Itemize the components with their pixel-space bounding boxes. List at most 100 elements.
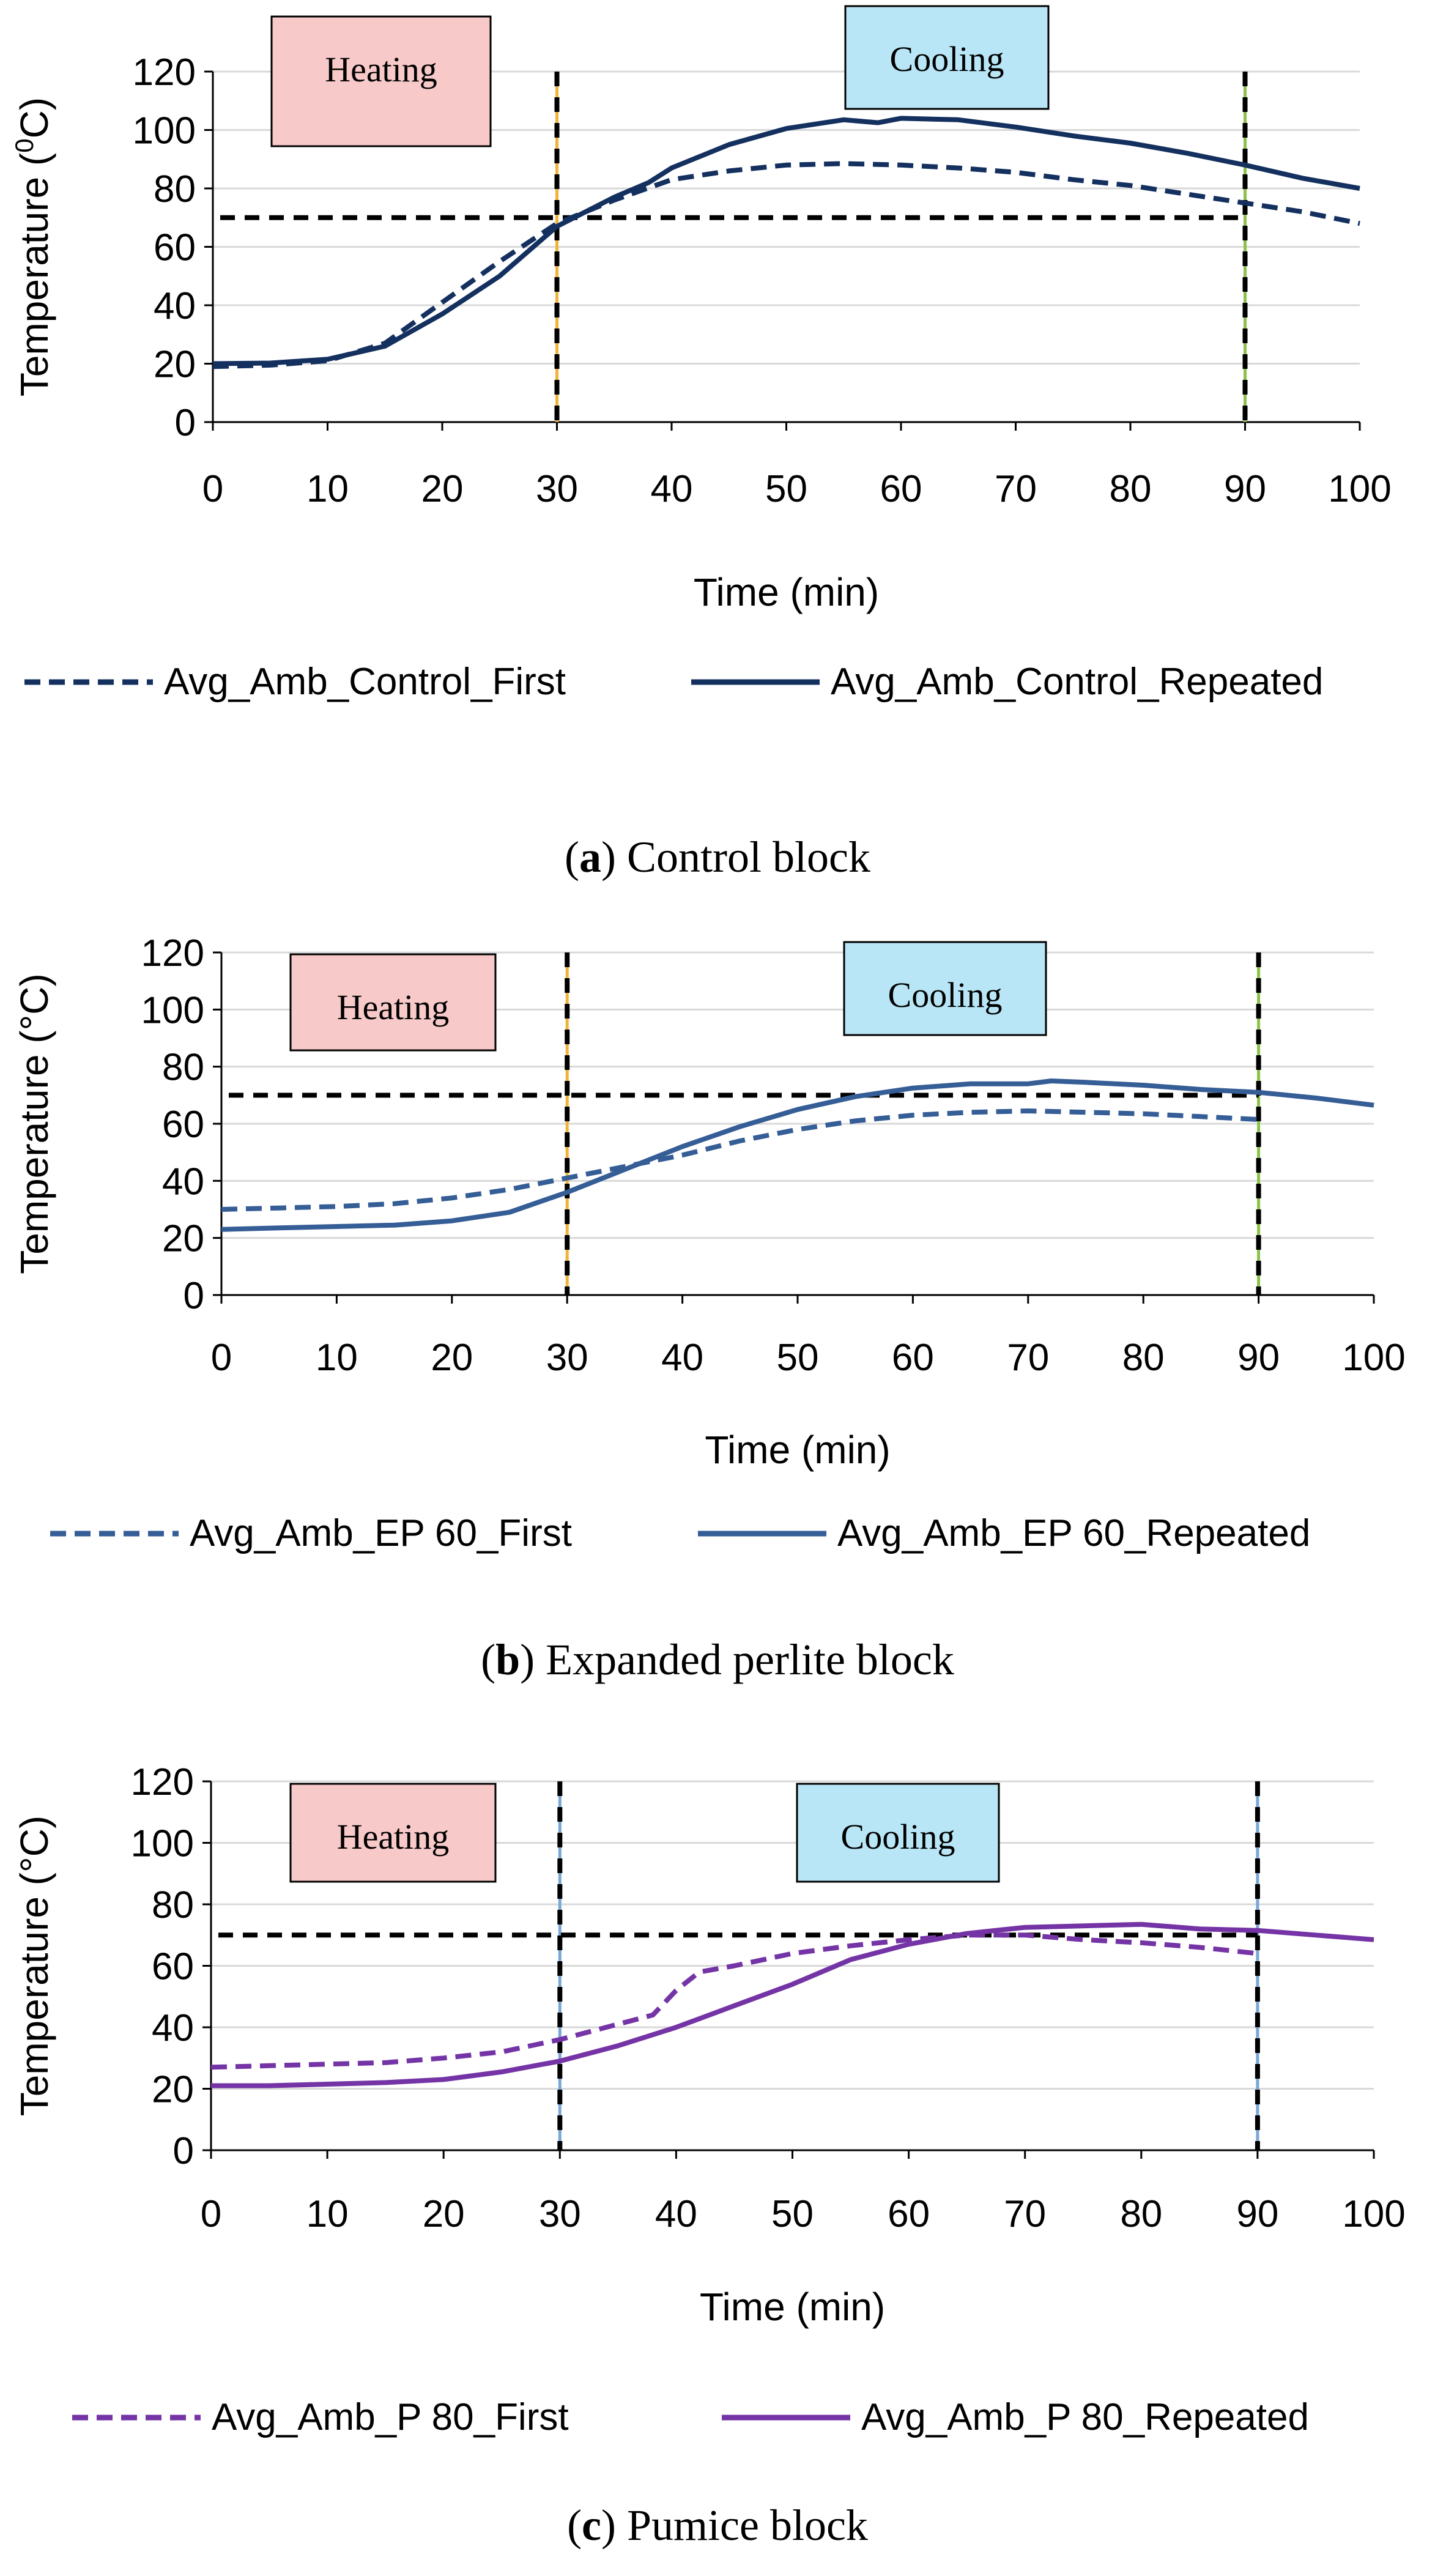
x-tick-label: 70	[1004, 2193, 1046, 2235]
chart-a: 0 20 40 60 80 100 120 0 10 20 30 40 50 60 70 80 90 100 Tim…	[10, 5, 1392, 882]
x-axis-label: Time (min)	[700, 2285, 885, 2329]
x-tick-label: 0	[202, 468, 223, 510]
x-tick-label: 70	[995, 468, 1037, 510]
x-tick-label: 40	[651, 468, 693, 510]
y-tick-label: 40	[154, 285, 196, 327]
legend-label: Avg_Amb_Control_Repeated	[831, 661, 1323, 703]
y-tick-label: 60	[154, 227, 196, 269]
caption-text: ) Control block	[601, 833, 870, 882]
y-tick-label: 20	[154, 344, 196, 386]
chart-b: 0 20 40 60 80 100 120 0 10 20 30 40 50 60 70 80 90 100 Tim…	[12, 932, 1406, 1684]
x-tick-label: 0	[211, 1337, 232, 1379]
y-tick-label: 100	[141, 989, 204, 1031]
y-tick-label: 80	[162, 1047, 204, 1089]
x-tick-label: 80	[1122, 1337, 1165, 1379]
x-axis-label: Time (min)	[694, 570, 879, 614]
y-axis-label: Temperature (°C)	[12, 973, 56, 1274]
x-tick-label: 60	[892, 1337, 934, 1379]
x-tick-label: 90	[1224, 468, 1266, 510]
x-tick-label: 20	[431, 1337, 473, 1379]
x-tick-label: 30	[539, 2193, 581, 2235]
x-tick-label: 90	[1237, 1337, 1280, 1379]
y-axis-label: Temperature (°C)	[12, 1816, 56, 2117]
x-tick-label: 20	[423, 2193, 465, 2235]
caption-letter: a	[579, 833, 601, 882]
legend-label: Avg_Amb_Control_First	[164, 661, 566, 703]
cooling-box	[843, 941, 1047, 1036]
x-tick-label: 10	[306, 2193, 349, 2235]
caption-letter: c	[582, 2501, 601, 2550]
chart-c: 0 20 40 60 80 100 120 0 10 20 30 40 50 60 70 80 90 100 Tim…	[12, 1761, 1406, 2550]
y-tick-label: 40	[162, 1160, 204, 1203]
y-axis-label-main: Temperature (°C)	[12, 973, 56, 1274]
cooling-label: Cooling	[888, 975, 1003, 1015]
caption-paren: (	[567, 2501, 582, 2550]
x-tick-label: 100	[1328, 468, 1391, 510]
y-tick-label: 40	[152, 2007, 194, 2049]
y-tick-label: 120	[133, 51, 196, 94]
caption-text: ) Pumice block	[601, 2501, 868, 2550]
caption-letter: b	[495, 1635, 520, 1684]
x-tick-label: 90	[1236, 2193, 1278, 2235]
y-axis-label: Temperature (0C)	[10, 97, 56, 396]
caption-paren: (	[565, 833, 579, 882]
x-tick-label: 60	[880, 468, 922, 510]
legend-label: Avg_Amb_P 80_Repeated	[861, 2396, 1309, 2438]
legend-label: Avg_Amb_EP 60_Repeated	[837, 1512, 1310, 1554]
heating-box	[289, 953, 497, 1052]
x-tick-label: 20	[421, 468, 464, 510]
x-tick-label: 100	[1342, 2193, 1405, 2235]
caption: (a) Control block	[565, 833, 870, 882]
series-line-repeated	[221, 1078, 1374, 1232]
y-axis-label-end: C)	[12, 97, 56, 139]
caption-text: ) Expanded perlite block	[520, 1635, 954, 1684]
y-tick-label: 0	[184, 1275, 204, 1317]
legend-label: Avg_Amb_P 80_First	[212, 2396, 569, 2438]
y-tick-label: 60	[162, 1104, 204, 1146]
y-tick-label: 20	[152, 2069, 194, 2111]
y-axis-label-sup: 0	[10, 138, 39, 152]
x-tick-label: 60	[888, 2193, 930, 2235]
y-axis-label-main: Temperature (	[12, 153, 56, 396]
caption-paren: (	[481, 1635, 495, 1684]
caption: (b) Expanded perlite block	[481, 1635, 954, 1684]
cooling-label: Cooling	[890, 39, 1004, 79]
legend-label: Avg_Amb_EP 60_First	[190, 1512, 572, 1554]
x-tick-label: 40	[661, 1337, 703, 1379]
x-tick-label: 30	[546, 1337, 588, 1379]
heating-label: Heating	[337, 1817, 450, 1857]
y-tick-label: 0	[175, 402, 196, 444]
x-tick-label: 0	[201, 2193, 221, 2235]
x-tick-label: 80	[1110, 468, 1152, 510]
x-tick-label: 30	[536, 468, 578, 510]
x-tick-label: 50	[777, 1337, 819, 1379]
x-tick-label: 100	[1342, 1337, 1405, 1379]
cooling-box	[796, 1783, 1000, 1883]
series-line-repeated	[211, 1921, 1374, 2088]
heating-box	[289, 1783, 497, 1883]
y-tick-label: 100	[133, 110, 196, 152]
y-tick-label: 120	[131, 1761, 194, 1803]
y-tick-label: 80	[154, 168, 196, 210]
x-axis-label: Time (min)	[705, 1428, 890, 1472]
y-tick-label: 120	[141, 932, 204, 974]
series-line-first	[212, 161, 1360, 369]
x-tick-label: 50	[771, 2193, 814, 2235]
series-line-first	[221, 1108, 1259, 1212]
x-tick-label: 10	[306, 468, 349, 510]
x-tick-label: 10	[316, 1337, 358, 1379]
y-tick-label: 80	[152, 1884, 194, 1926]
heating-label: Heating	[337, 987, 450, 1027]
caption: (c) Pumice block	[567, 2501, 868, 2550]
y-tick-label: 100	[131, 1823, 194, 1865]
cooling-label: Cooling	[841, 1817, 955, 1857]
x-tick-label: 80	[1120, 2193, 1162, 2235]
x-tick-label: 40	[655, 2193, 697, 2235]
cooling-box	[844, 5, 1050, 110]
y-axis-label-main: Temperature (°C)	[12, 1816, 56, 2117]
x-tick-label: 70	[1007, 1337, 1049, 1379]
heating-box	[270, 15, 492, 147]
series-line-first	[210, 1932, 1258, 2070]
y-tick-label: 20	[162, 1218, 204, 1260]
